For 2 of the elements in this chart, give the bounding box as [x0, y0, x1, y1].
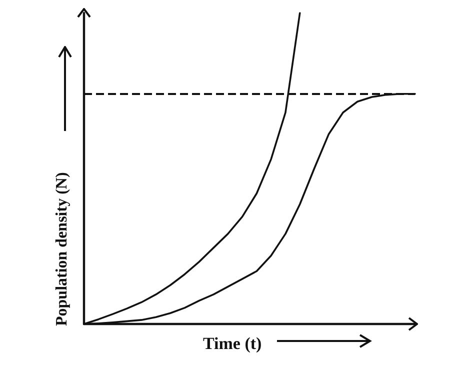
y-axis-title: Population density (N): [54, 172, 70, 326]
x-axis-title: Time (t): [203, 334, 262, 353]
